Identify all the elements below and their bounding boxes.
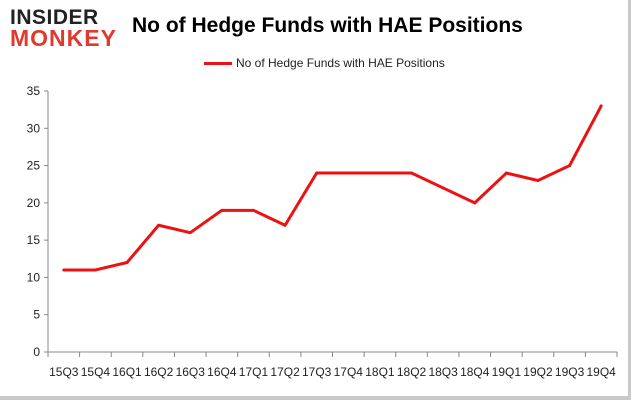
data-point [251, 208, 255, 212]
y-tick-label: 25 [27, 159, 41, 173]
x-tick-label: 18Q3 [428, 365, 458, 379]
y-tick-label: 30 [27, 121, 41, 135]
x-tick-label: 19Q3 [555, 365, 585, 379]
data-point [536, 178, 540, 182]
x-tick-label: 19Q4 [587, 365, 617, 379]
data-point [62, 268, 66, 272]
data-point [188, 231, 192, 235]
insider-monkey-logo: INSIDER MONKEY [10, 6, 117, 51]
logo-bottom-text: MONKEY [10, 25, 117, 51]
data-point [93, 268, 97, 272]
chart-frame: INSIDER MONKEY No of Hedge Funds with HA… [0, 0, 631, 400]
x-tick-label: 15Q3 [49, 365, 79, 379]
data-point [125, 261, 129, 265]
data-point [504, 171, 508, 175]
x-tick-label: 18Q1 [365, 365, 395, 379]
data-point [378, 171, 382, 175]
y-tick-label: 15 [27, 233, 41, 247]
x-tick-label: 17Q3 [302, 365, 332, 379]
x-tick-label: 17Q2 [270, 365, 300, 379]
data-point [157, 223, 161, 227]
x-tick-label: 18Q2 [397, 365, 427, 379]
x-tick-label: 16Q3 [176, 365, 206, 379]
data-point [599, 104, 603, 108]
legend-label: No of Hedge Funds with HAE Positions [236, 56, 445, 70]
data-point [410, 171, 414, 175]
y-tick-label: 5 [33, 308, 40, 322]
x-tick-label: 15Q4 [81, 365, 111, 379]
x-tick-label: 16Q1 [112, 365, 142, 379]
chart-title: No of Hedge Funds with HAE Positions [132, 14, 523, 37]
series-line [63, 105, 603, 272]
y-tick-label: 0 [33, 345, 40, 359]
x-tick-label: 18Q4 [460, 365, 490, 379]
logo-top-text: INSIDER [10, 6, 99, 29]
x-tick-label: 19Q1 [492, 365, 522, 379]
x-tick-label: 17Q1 [239, 365, 269, 379]
data-point [283, 223, 287, 227]
data-point [346, 171, 350, 175]
data-point [441, 186, 445, 190]
data-point [220, 208, 224, 212]
data-point [315, 171, 319, 175]
data-point [568, 164, 572, 168]
legend-swatch [204, 61, 232, 65]
x-tick-label: 17Q4 [334, 365, 364, 379]
chart-legend: No of Hedge Funds with HAE Positions [204, 56, 445, 70]
y-tick-label: 35 [27, 84, 41, 98]
x-tick-label: 16Q2 [144, 365, 174, 379]
x-tick-label: 16Q4 [207, 365, 237, 379]
y-tick-label: 20 [27, 196, 41, 210]
data-point [473, 201, 477, 205]
y-tick-label: 10 [27, 270, 41, 284]
x-tick-label: 19Q2 [523, 365, 553, 379]
